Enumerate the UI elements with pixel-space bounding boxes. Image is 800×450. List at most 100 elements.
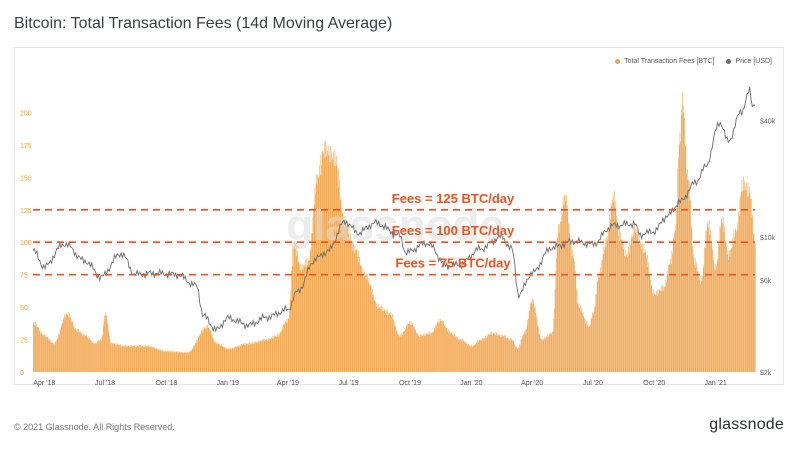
fee-bar <box>354 245 356 372</box>
fee-bar <box>219 343 221 372</box>
fee-bar <box>584 318 585 372</box>
fee-bar <box>536 319 538 372</box>
fee-bar <box>684 117 685 372</box>
legend-item-fees[interactable]: Total Transaction Fees [BTC] <box>615 58 714 65</box>
fee-bar <box>59 334 60 372</box>
fee-bar <box>516 348 518 372</box>
fee-bar <box>416 332 418 372</box>
fee-bar <box>748 196 749 372</box>
fee-bar <box>342 212 344 372</box>
fee-bar <box>478 339 480 372</box>
fee-bar <box>592 313 593 372</box>
fee-bar <box>148 345 150 372</box>
fee-bar <box>727 250 729 372</box>
fee-bar <box>616 219 618 372</box>
fee-bar <box>254 343 256 372</box>
x-tick-label: Jul '18 <box>95 380 115 387</box>
fee-bar <box>666 282 667 372</box>
fee-bar <box>572 258 574 372</box>
fee-bar <box>189 351 191 372</box>
fee-bar <box>398 334 399 372</box>
fee-bar <box>237 346 238 372</box>
fee-bar <box>296 256 298 372</box>
fee-bar <box>214 342 216 372</box>
fee-bar <box>595 294 597 372</box>
fee-bar <box>686 168 688 372</box>
fee-bar <box>475 344 476 372</box>
fee-bar <box>607 235 609 372</box>
legend-item-price[interactable]: Price [USD] <box>726 58 772 65</box>
fee-bar <box>726 247 727 372</box>
fee-bar <box>292 247 294 372</box>
fee-bar <box>195 343 196 372</box>
fee-bar <box>648 262 649 372</box>
fee-bar <box>373 300 375 372</box>
fee-bar <box>566 195 567 372</box>
fee-bar <box>559 224 561 372</box>
fee-bar <box>37 327 39 372</box>
fee-bar <box>213 339 215 372</box>
fee-bar <box>511 338 513 372</box>
fee-bar <box>678 157 679 372</box>
fee-bar <box>733 230 735 372</box>
fee-bar <box>265 340 266 372</box>
fee-bar <box>660 290 661 372</box>
fee-bar <box>731 248 733 372</box>
fee-bar <box>320 154 322 372</box>
fee-bar <box>745 189 747 372</box>
fee-bar <box>442 320 443 372</box>
fee-bar <box>385 312 386 372</box>
x-tick-label: Oct '19 <box>399 380 421 387</box>
fee-bar <box>552 331 553 372</box>
fee-bar <box>199 333 201 372</box>
fee-bar <box>460 339 461 372</box>
fee-bar <box>451 332 452 372</box>
fee-bar <box>288 318 290 372</box>
fee-bar <box>137 345 139 372</box>
fee-bar <box>133 345 134 372</box>
fee-bar <box>600 271 602 372</box>
fee-bar <box>567 205 569 372</box>
x-tick-label: Jul '20 <box>583 380 603 387</box>
fee-bar <box>154 346 156 372</box>
fee-bar <box>678 144 680 372</box>
brand-logo[interactable]: glassnode <box>709 416 784 433</box>
fee-bar <box>373 294 374 372</box>
fee-bar <box>421 334 422 372</box>
fee-bar <box>747 182 749 372</box>
fee-bar <box>578 307 580 372</box>
fee-bar <box>422 335 423 372</box>
fee-bar <box>60 329 61 372</box>
fee-bar <box>145 346 147 372</box>
fee-bar <box>725 241 727 372</box>
fee-bar <box>133 346 135 372</box>
fee-bar <box>484 338 485 372</box>
fee-bar <box>346 226 348 372</box>
fee-bar <box>99 340 100 372</box>
fee-bar <box>347 234 349 372</box>
fee-bar <box>526 328 527 372</box>
fee-bar <box>74 329 75 372</box>
fee-bar <box>617 223 619 372</box>
fee-bar <box>692 253 694 372</box>
fee-bar <box>532 303 534 372</box>
fee-bar <box>167 350 168 372</box>
fee-bar <box>48 339 49 372</box>
x-tick-label: Oct '18 <box>155 380 177 387</box>
fee-bar <box>453 335 454 372</box>
fee-bar <box>400 336 402 372</box>
fee-bar <box>327 151 328 372</box>
fee-bar <box>211 333 213 372</box>
fee-bar <box>430 332 432 372</box>
fee-bar <box>229 349 231 372</box>
fee-bar <box>433 332 434 372</box>
fee-bar <box>367 273 368 372</box>
fee-bar <box>572 249 573 372</box>
fee-bar <box>473 346 474 372</box>
fee-bar <box>215 341 216 372</box>
fee-bar <box>498 335 500 372</box>
fee-bar <box>237 346 239 372</box>
fee-bar <box>736 223 738 372</box>
fee-bar <box>528 310 530 372</box>
fee-bar <box>751 217 753 372</box>
